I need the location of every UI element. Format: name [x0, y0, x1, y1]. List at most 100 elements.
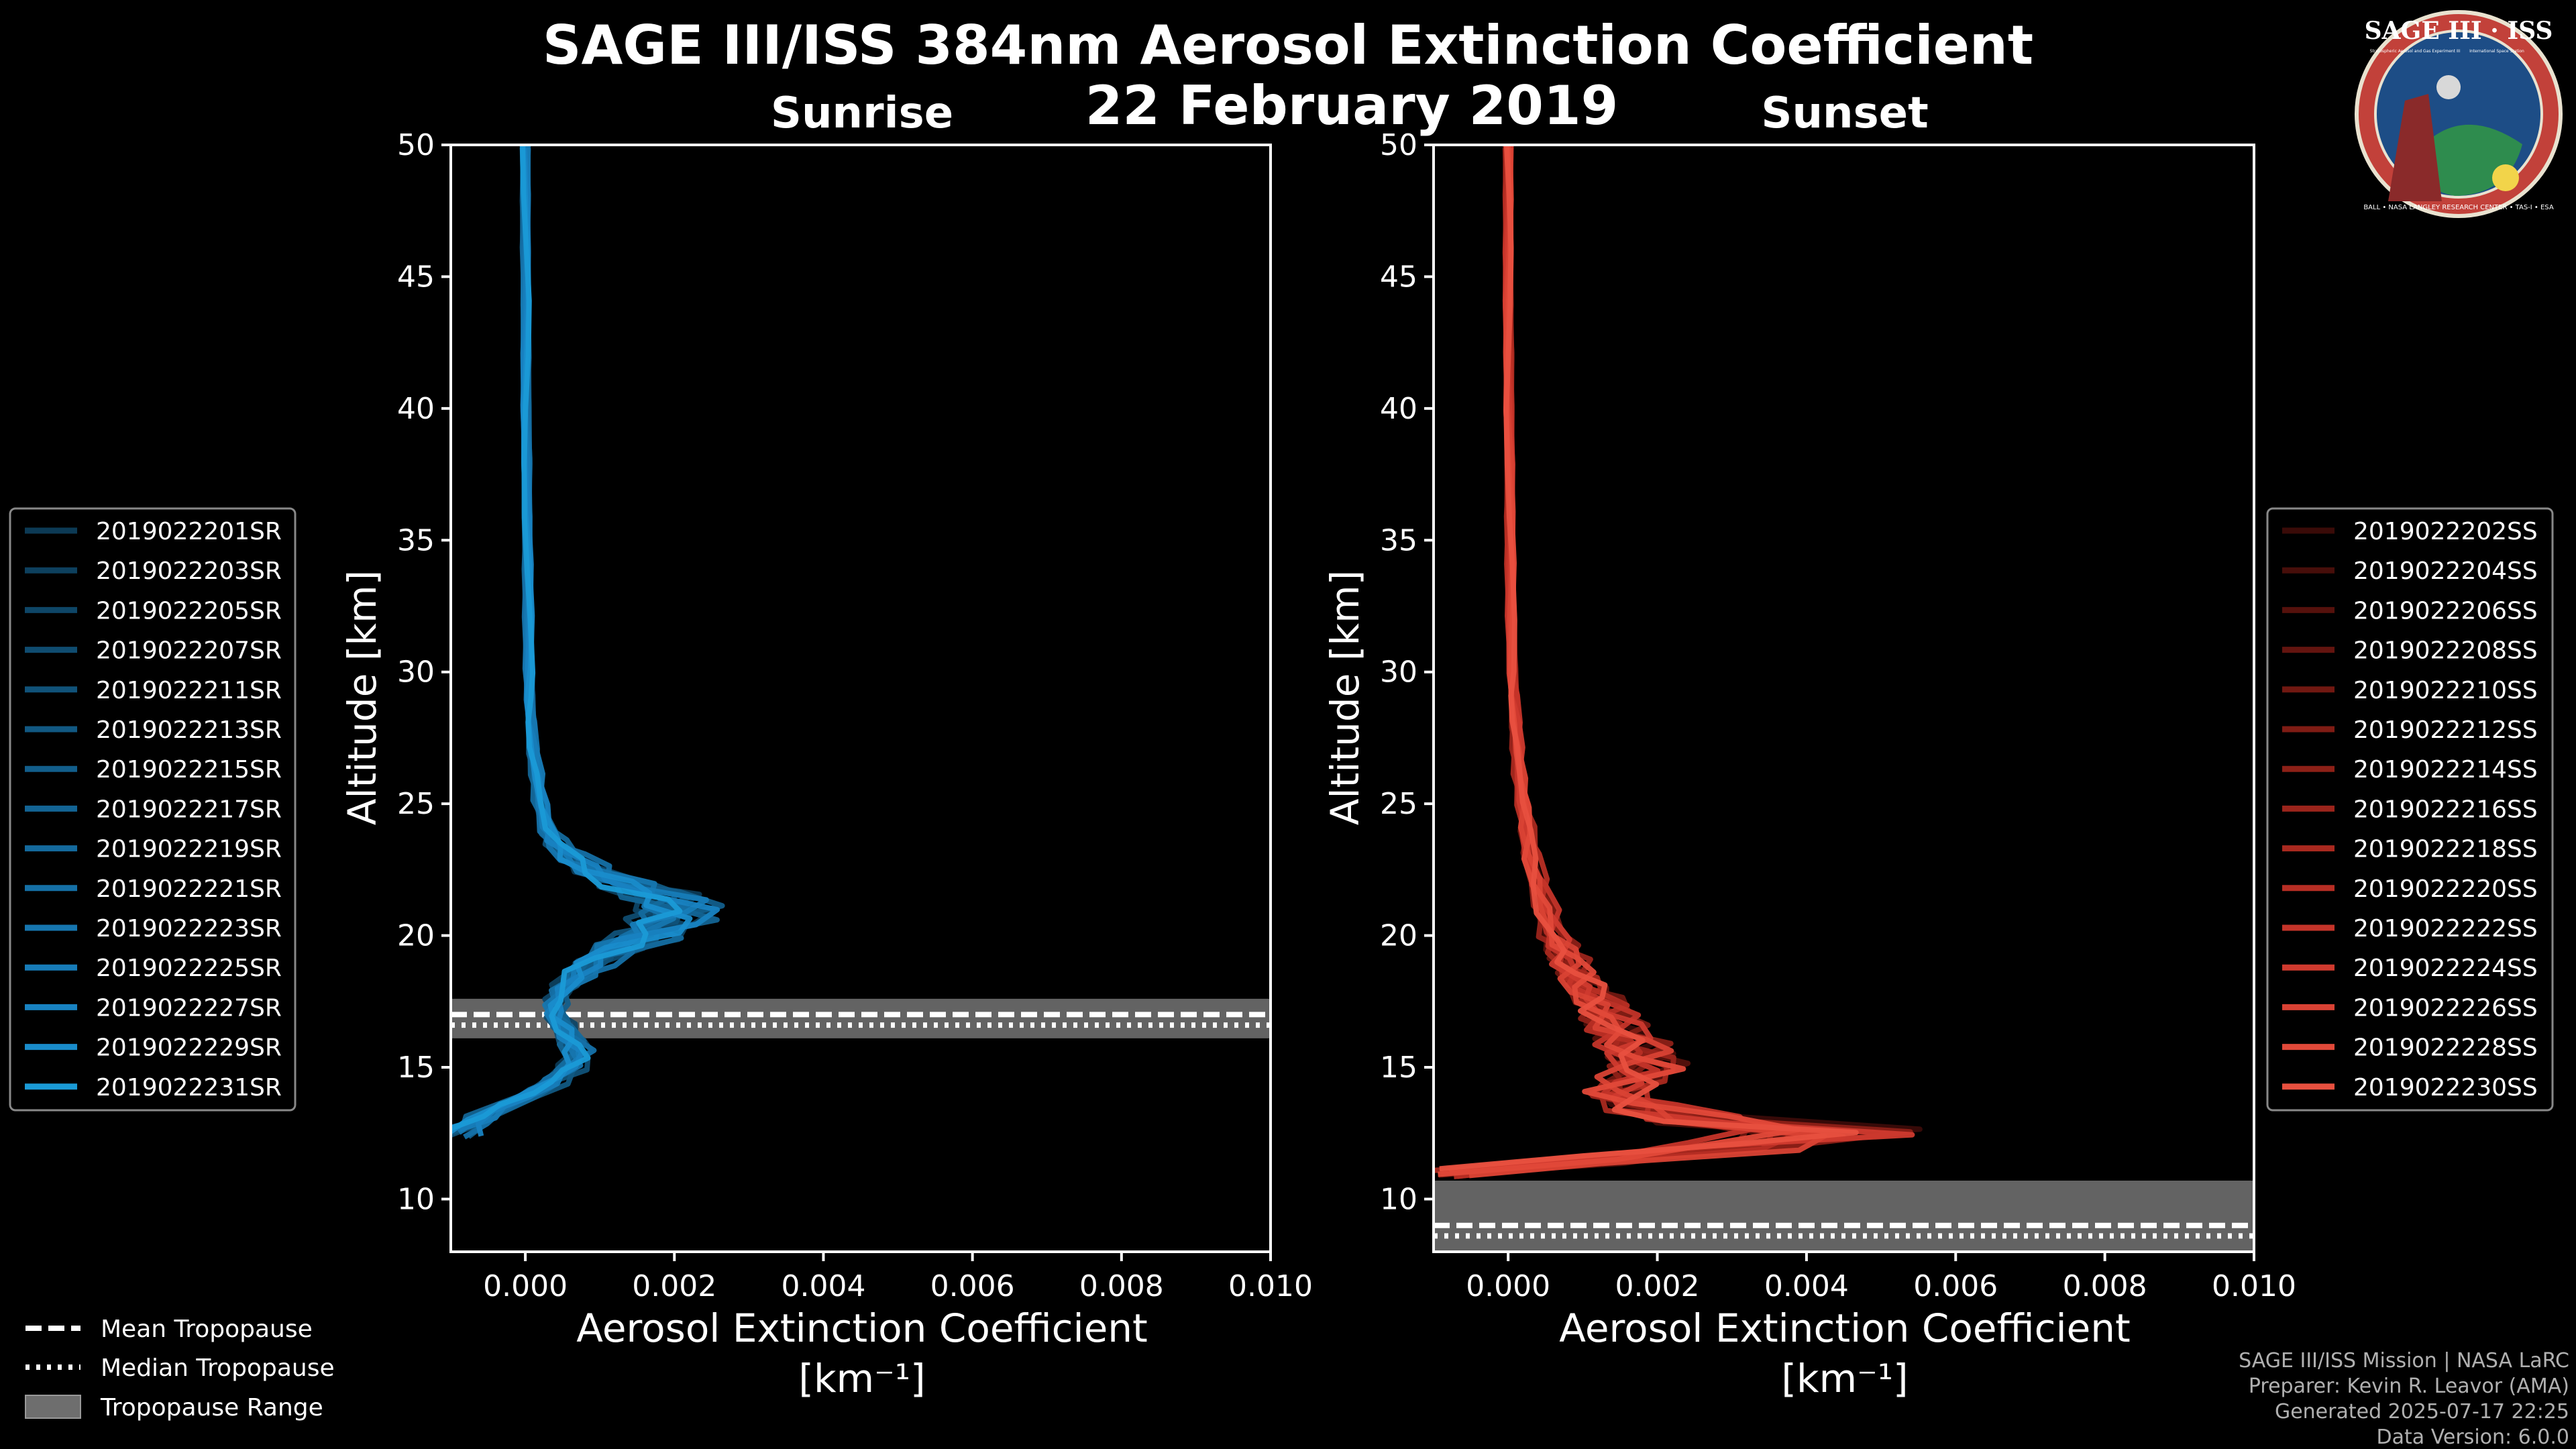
x-axis-label-sunset: Aerosol Extinction Coefficient [1559, 1305, 2131, 1351]
sunset-y-tick-label: 40 [1380, 392, 1417, 426]
logo-title: SAGE III · ISS [2365, 17, 2553, 45]
sunset-plot-area [1434, 145, 2254, 1252]
sunrise-legend-label: 2019022221SR [96, 875, 282, 903]
sunset-y-tick-label: 25 [1380, 787, 1417, 821]
sunset-legend-label: 2019022216SS [2353, 796, 2538, 823]
tropopause-range-label: Tropopause Range [100, 1394, 323, 1421]
tropopause-range-swatch [25, 1395, 81, 1419]
sunset-legend-label: 2019022222SS [2353, 915, 2538, 943]
sunset-y-tick-label: 30 [1380, 655, 1417, 690]
sunrise-axes-frame [449, 144, 1272, 1253]
logo-ring-text: BALL • NASA LANGLEY RESEARCH CENTER • TA… [2363, 204, 2554, 211]
sunrise-panel: 0.000 0.002 0.004 0.006 0.008 0.010 10 15 20 25 30… [397, 128, 1313, 1303]
logo-moon-icon [2436, 75, 2461, 99]
credit-line-3: Generated 2025-07-17 22:25 [2275, 1400, 2569, 1424]
sunset-profile-2019022230SS [1439, 145, 1859, 1172]
sunrise-x-tick-label: 0.006 [930, 1269, 1015, 1303]
sunrise-legend-label: 2019022207SR [96, 637, 282, 665]
sunrise-legend-label: 2019022229SR [96, 1034, 282, 1062]
credit-line-2: Preparer: Kevin R. Leavor (AMA) [2249, 1375, 2569, 1398]
sunset-legend-label: 2019022214SS [2353, 756, 2538, 784]
sunrise-tropopause-range-band [451, 998, 1271, 1038]
sunrise-legend-label: 2019022203SR [96, 557, 282, 585]
sunset-legend-frame [2266, 507, 2554, 1112]
sunrise-y-tick-label: 45 [397, 260, 435, 294]
credit-line-4: Data Version: 6.0.0 [2377, 1426, 2569, 1449]
sunrise-y-tick-label: 10 [397, 1182, 435, 1216]
sunrise-y-tick-label: 35 [397, 523, 435, 557]
y-axis-label-sunset: Altitude [km] [1322, 570, 1368, 825]
sunset-x-tick-label: 0.000 [1466, 1269, 1550, 1303]
sunset-legend-label: 2019022204SS [2353, 557, 2538, 585]
sunset-y-tick-label: 35 [1380, 523, 1417, 557]
sunset-profile-2019022212SS [1440, 146, 1847, 1176]
sunset-profile-2019022204SS [1465, 145, 1830, 1172]
sunrise-legend-label: 2019022213SR [96, 716, 282, 744]
sunset-x-tick-label: 0.006 [1913, 1269, 1998, 1303]
sunrise-x-tick-label: 0.002 [632, 1269, 716, 1303]
sunrise-x-tick-label: 0.008 [1079, 1269, 1164, 1303]
sunrise-y-tick-label: 50 [397, 128, 435, 162]
sunrise-y-tick-label: 15 [397, 1051, 435, 1085]
sunrise-legend-label: 2019022217SR [96, 796, 282, 823]
logo-subtext-right: International Space Station [2469, 49, 2524, 54]
sunset-profile-2019022214SS [1456, 148, 1913, 1179]
sunset-profile-2019022226SS [1468, 148, 1827, 1179]
x-axis-unit-sunrise: [km⁻¹] [798, 1356, 925, 1401]
sunrise-y-tick-label: 40 [397, 392, 435, 426]
sunrise-legend-label: 2019022219SR [96, 836, 282, 863]
chart-subtitle: 22 February 2019 [1085, 74, 1619, 137]
sunset-y-tick-label: 50 [1380, 128, 1417, 162]
sunset-tropopause-range-band [1434, 1180, 2254, 1252]
sunset-x-tick-label: 0.002 [1615, 1269, 1700, 1303]
logo-subtext-left: Stratospheric Aerosol and Gas Experiment… [2370, 49, 2461, 54]
sunrise-legend-label: 2019022201SR [96, 518, 282, 545]
sunset-legend-label: 2019022230SS [2353, 1074, 2538, 1102]
chart-title: SAGE III/ISS 384nm Aerosol Extinction Co… [543, 14, 2033, 76]
x-axis-unit-sunset: [km⁻¹] [1781, 1356, 1908, 1401]
sunrise-profile-2019022215SR [466, 146, 725, 1139]
mean-tropopause-label: Mean Tropopause [101, 1316, 313, 1343]
sunrise-y-tick-label: 25 [397, 787, 435, 821]
sunset-x-tick-label: 0.004 [1764, 1269, 1849, 1303]
sunrise-legend-label: 2019022211SR [96, 677, 282, 704]
panel-title-sunset: Sunset [1761, 89, 1928, 138]
sunset-axes-frame [1432, 144, 2255, 1253]
sunrise-legend-label: 2019022205SR [96, 597, 282, 625]
sunset-x-tick-label: 0.008 [2063, 1269, 2147, 1303]
x-axis-label-sunrise: Aerosol Extinction Coefficient [576, 1305, 1148, 1351]
sunrise-profile-2019022217SR [459, 145, 720, 1132]
sunrise-plot-area [451, 145, 1271, 1140]
sunset-y-tick-label: 45 [1380, 260, 1417, 294]
sunset-legend-label: 2019022218SS [2353, 836, 2538, 863]
sunset-legend-label: 2019022206SS [2353, 597, 2538, 625]
sunrise-legend-label: 2019022231SR [96, 1074, 282, 1102]
logo-figure-icon [2388, 94, 2442, 201]
sunrise-profile-2019022231SR [451, 145, 683, 1132]
sunset-y-tick-label: 10 [1380, 1182, 1417, 1216]
sunset-legend-label: 2019022202SS [2353, 518, 2538, 545]
median-tropopause-label: Median Tropopause [101, 1354, 335, 1382]
sunrise-x-tick-label: 0.010 [1228, 1269, 1313, 1303]
sunrise-legend: 2019022201SR 2019022203SR 2019022205SR 2019… [9, 507, 297, 1112]
sunrise-legend-frame [9, 507, 297, 1112]
panel-title-sunrise: Sunrise [771, 89, 953, 138]
sunset-legend-label: 2019022208SS [2353, 637, 2538, 665]
credit-line-1: SAGE III/ISS Mission | NASA LaRC [2239, 1349, 2569, 1373]
sunrise-x-tick-label: 0.004 [781, 1269, 865, 1303]
sunrise-legend-label: 2019022215SR [96, 756, 282, 784]
sunset-y-tick-label: 15 [1380, 1051, 1417, 1085]
sunset-legend-label: 2019022220SS [2353, 875, 2538, 903]
sunset-x-tick-label: 0.010 [2212, 1269, 2296, 1303]
sunrise-legend-label: 2019022227SR [96, 994, 282, 1022]
sunset-legend: 2019022202SS 2019022204SS 2019022206SS 2019… [2266, 507, 2554, 1112]
sunset-legend-label: 2019022212SS [2353, 716, 2538, 744]
sage-iii-iss-logo: SAGE III · ISS BALL • NASA LANGLEY RESEA… [2355, 10, 2563, 218]
sunset-legend-label: 2019022224SS [2353, 955, 2538, 982]
sunrise-y-tick-label: 20 [397, 919, 435, 953]
sunrise-profile-2019022227SR [475, 148, 720, 1137]
tropopause-legend: Mean Tropopause Median Tropopause Tropop… [25, 1316, 335, 1421]
y-axis-label-sunrise: Altitude [km] [339, 570, 385, 825]
sunset-profile-2019022208SS [1441, 146, 1852, 1178]
